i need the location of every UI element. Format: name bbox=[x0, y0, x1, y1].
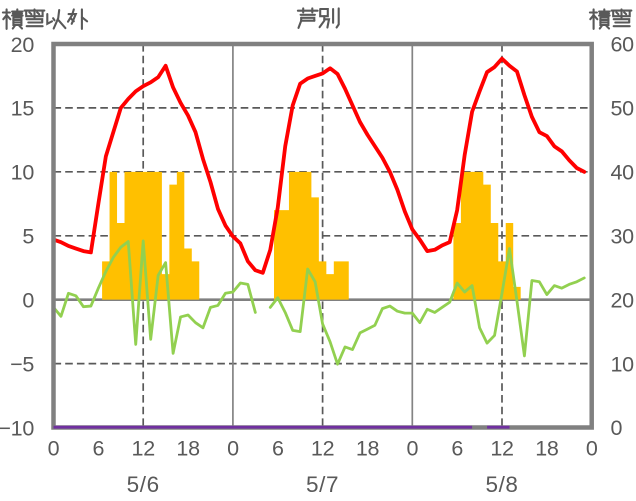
svg-text:5/8: 5/8 bbox=[485, 472, 518, 497]
svg-text:6: 6 bbox=[451, 437, 463, 461]
svg-text:12: 12 bbox=[490, 437, 513, 461]
svg-text:5/6: 5/6 bbox=[127, 472, 160, 497]
svg-text:−5: −5 bbox=[10, 352, 34, 376]
svg-text:60: 60 bbox=[611, 33, 635, 57]
svg-text:0: 0 bbox=[227, 437, 239, 461]
svg-text:20: 20 bbox=[11, 33, 35, 57]
svg-text:18: 18 bbox=[535, 437, 559, 461]
svg-text:30: 30 bbox=[611, 224, 635, 248]
svg-text:18: 18 bbox=[176, 437, 200, 461]
svg-text:12: 12 bbox=[132, 437, 155, 461]
svg-text:5/7: 5/7 bbox=[306, 472, 339, 497]
svg-text:0: 0 bbox=[586, 437, 598, 461]
svg-text:6: 6 bbox=[92, 437, 104, 461]
svg-text:50: 50 bbox=[611, 97, 635, 121]
svg-text:40: 40 bbox=[611, 161, 635, 185]
svg-text:0: 0 bbox=[22, 289, 34, 313]
svg-text:0: 0 bbox=[406, 437, 418, 461]
svg-text:0: 0 bbox=[611, 416, 623, 440]
svg-text:5: 5 bbox=[22, 225, 34, 249]
svg-text:0: 0 bbox=[48, 437, 60, 461]
svg-text:12: 12 bbox=[311, 437, 334, 461]
svg-text:6: 6 bbox=[272, 437, 284, 461]
svg-text:20: 20 bbox=[611, 288, 635, 312]
svg-text:−10: −10 bbox=[0, 416, 34, 440]
svg-text:15: 15 bbox=[11, 97, 35, 121]
svg-text:10: 10 bbox=[11, 161, 35, 185]
svg-text:18: 18 bbox=[356, 437, 380, 461]
svg-text:10: 10 bbox=[611, 352, 635, 376]
